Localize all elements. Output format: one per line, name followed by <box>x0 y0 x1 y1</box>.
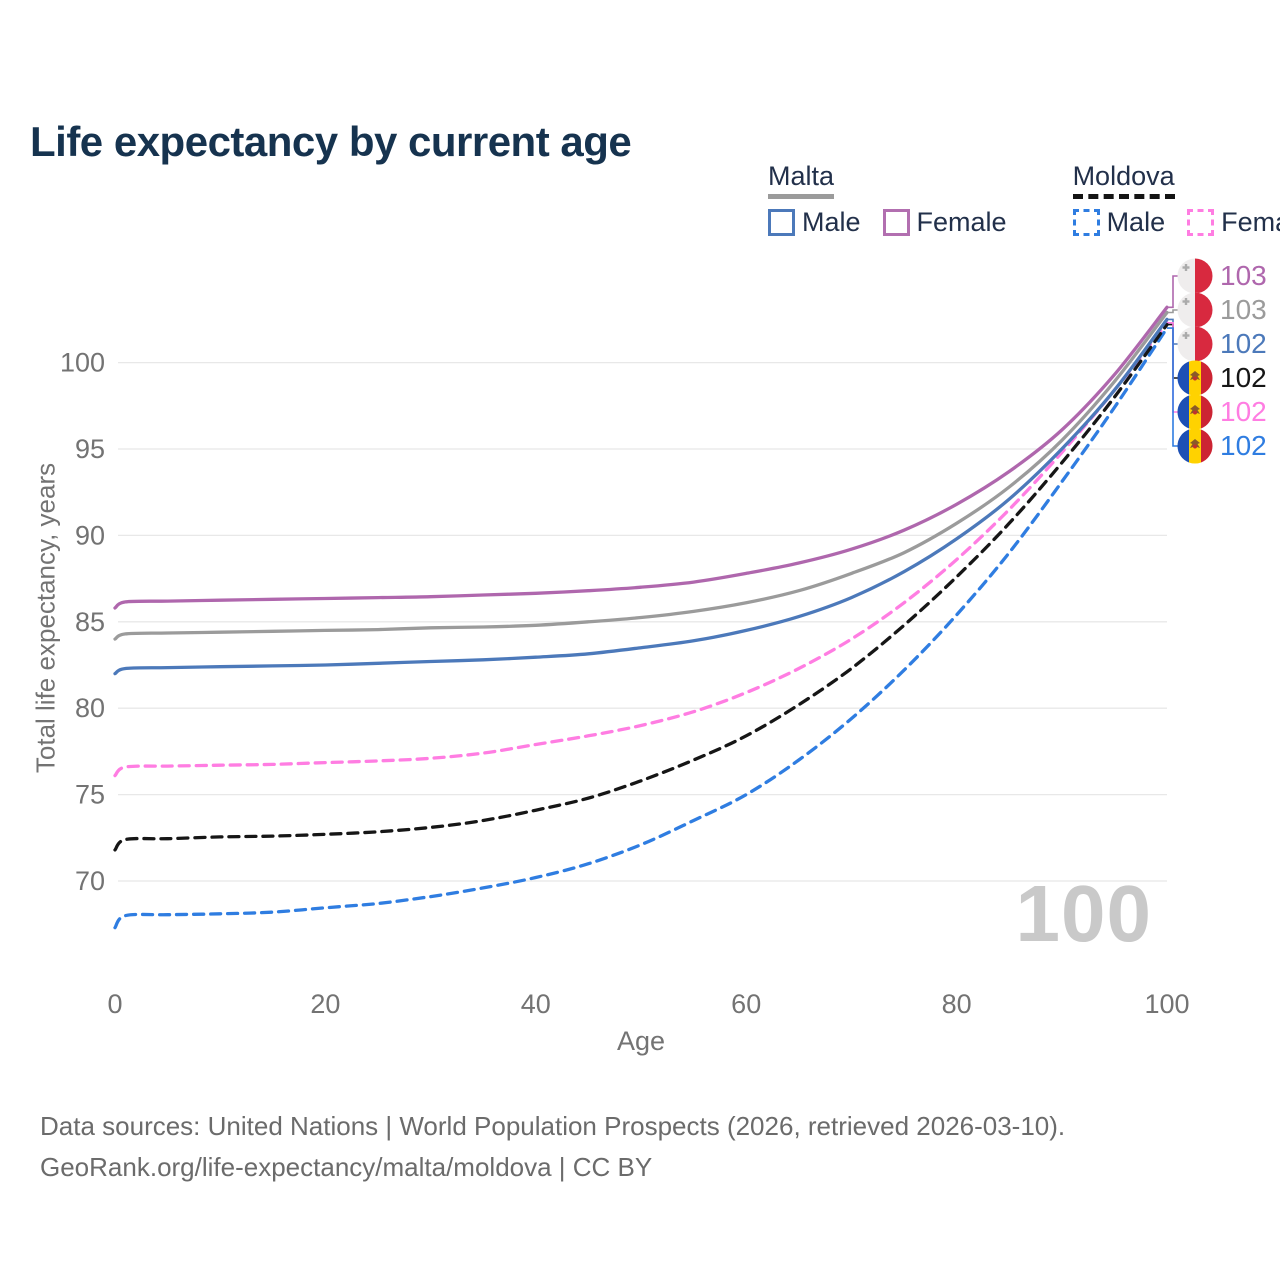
legend-item-label: Female <box>1221 207 1280 237</box>
legend-swatch <box>768 209 795 236</box>
x-tick-label: 100 <box>1144 989 1189 1019</box>
malta-flag-icon <box>1177 292 1213 328</box>
page-title: Life expectancy by current age <box>30 118 632 166</box>
moldova-flag-icon <box>1177 360 1213 396</box>
y-axis-title: Total life expectancy, years <box>30 462 61 774</box>
label-connector <box>1167 309 1181 314</box>
x-tick-label: 0 <box>107 989 122 1019</box>
series-line-malta-female[interactable] <box>113 305 1169 610</box>
legend-group-malta: Malta Male Female <box>768 161 1007 238</box>
y-tick-label: 95 <box>75 434 105 464</box>
legend-swatch <box>882 209 910 236</box>
y-tick-label: 80 <box>75 693 105 723</box>
legend-item-moldova-female[interactable]: Female <box>1187 207 1280 238</box>
x-tick-label: 40 <box>521 989 551 1019</box>
line-end-label: 102 <box>1177 428 1267 464</box>
legend-item-label: Male <box>1106 207 1166 237</box>
legend-item-malta-male[interactable]: Male <box>768 207 861 238</box>
x-tick-label: 80 <box>942 989 972 1019</box>
chart-legend: Malta Male Female Moldova Male Female <box>768 161 1280 238</box>
end-value-label: 103 <box>1220 260 1267 291</box>
legend-group-moldova: Moldova Male Female <box>1072 161 1280 238</box>
series-line-malta-male[interactable] <box>113 317 1169 676</box>
line-end-label: 102 <box>1177 360 1267 396</box>
footer: Data sources: United Nations | World Pop… <box>40 1106 1065 1188</box>
attribution-line: GeoRank.org/life-expectancy/malta/moldov… <box>40 1152 653 1182</box>
line-end-label: 102 <box>1177 326 1267 362</box>
y-tick-label: 90 <box>75 520 105 550</box>
series-line-malta[interactable] <box>113 310 1169 641</box>
moldova-flag-icon <box>1177 428 1213 464</box>
legend-item-label: Male <box>802 207 861 237</box>
end-value-label: 102 <box>1220 396 1267 427</box>
line-end-label: 102 <box>1177 394 1267 430</box>
malta-flag-icon <box>1177 258 1213 294</box>
legend-group-title: Malta <box>768 161 835 199</box>
x-tick-label: 20 <box>310 989 340 1019</box>
series-line-moldova[interactable] <box>113 322 1169 852</box>
legend-swatch <box>1187 209 1215 236</box>
y-tick-label: 75 <box>75 780 105 810</box>
legend-item-label: Female <box>916 207 1007 237</box>
end-value-label: 103 <box>1220 294 1267 325</box>
line-end-label: 103 <box>1177 292 1267 328</box>
x-tick-label: 60 <box>731 989 761 1019</box>
age-counter-watermark: 100 <box>1015 869 1152 958</box>
legend-group-title: Moldova <box>1072 161 1175 199</box>
moldova-flag-icon <box>1177 394 1213 430</box>
legend-item-malta-female[interactable]: Female <box>882 207 1007 238</box>
x-axis-title: Age <box>616 1026 666 1056</box>
end-value-label: 102 <box>1220 430 1267 461</box>
y-tick-label: 85 <box>75 607 105 637</box>
y-tick-label: 100 <box>60 348 105 378</box>
legend-item-moldova-male[interactable]: Male <box>1072 207 1166 238</box>
end-value-label: 102 <box>1220 362 1267 393</box>
label-connector <box>1167 275 1181 309</box>
malta-flag-icon <box>1177 326 1213 362</box>
data-sources-line: Data sources: United Nations | World Pop… <box>40 1111 1066 1141</box>
legend-swatch <box>1072 209 1100 236</box>
label-connector <box>1167 327 1181 447</box>
end-value-label: 102 <box>1220 328 1267 359</box>
series-line-moldova-female[interactable] <box>113 321 1169 778</box>
line-end-label: 103 <box>1177 258 1267 294</box>
y-tick-label: 70 <box>75 866 105 896</box>
